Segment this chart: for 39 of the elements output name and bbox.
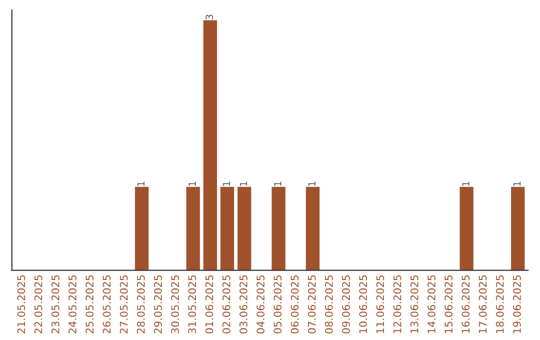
- data-label: 1: [462, 182, 470, 186]
- x-tick-label: 21.05.2025: [17, 275, 26, 334]
- data-label: 1: [240, 182, 248, 186]
- x-tick-label: 19.06.2025: [513, 275, 521, 333]
- x-tick-label: 25.05.2025: [86, 275, 94, 334]
- x-tick-label: 01.06.2025: [205, 275, 214, 334]
- x-tick-label: 30.05.2025: [171, 275, 180, 334]
- x-tick-label: 04.06.2025: [256, 275, 264, 334]
- x-tick-label: 18.06.2025: [496, 275, 504, 333]
- data-label: 1: [274, 182, 282, 186]
- x-tick-label: 13.06.2025: [410, 275, 418, 333]
- data-label: 1: [188, 182, 196, 186]
- x-tick-label: 31.05.2025: [188, 275, 196, 334]
- x-tick-label: 12.06.2025: [393, 275, 402, 333]
- data-label: 3: [206, 14, 213, 20]
- x-tick-label: 11.06.2025: [376, 275, 384, 333]
- data-label: 1: [513, 182, 521, 186]
- x-tick-label: 22.05.2025: [34, 275, 42, 334]
- x-tick-label: 09.06.2025: [342, 275, 350, 334]
- data-label: 1: [222, 182, 230, 186]
- x-tick-label: 24.05.2025: [68, 275, 76, 334]
- x-tick-label: 26.05.2025: [102, 275, 111, 334]
- x-tick-label: 03.06.2025: [240, 275, 248, 334]
- data-label: 1: [137, 182, 144, 186]
- x-tick-label: 29.05.2025: [154, 275, 162, 334]
- x-tick-label: 23.05.2025: [51, 275, 60, 334]
- x-tick-label: 10.06.2025: [359, 275, 368, 333]
- x-tick-label: 28.05.2025: [136, 275, 145, 334]
- x-tick-label: 15.06.2025: [444, 275, 453, 333]
- x-tick-label: 02.06.2025: [222, 275, 230, 334]
- x-tick-label: 08.06.2025: [324, 275, 333, 334]
- x-tick-label: 16.06.2025: [462, 275, 470, 333]
- x-tick-label: 07.06.2025: [308, 275, 316, 334]
- x-tick-label: 14.06.2025: [428, 275, 436, 333]
- x-tick-label: 06.06.2025: [290, 275, 299, 334]
- x-tick-label: 27.05.2025: [120, 275, 128, 334]
- data-label: 1: [308, 182, 316, 186]
- x-tick-label: 05.06.2025: [274, 275, 282, 334]
- x-tick-label: 17.06.2025: [478, 275, 487, 333]
